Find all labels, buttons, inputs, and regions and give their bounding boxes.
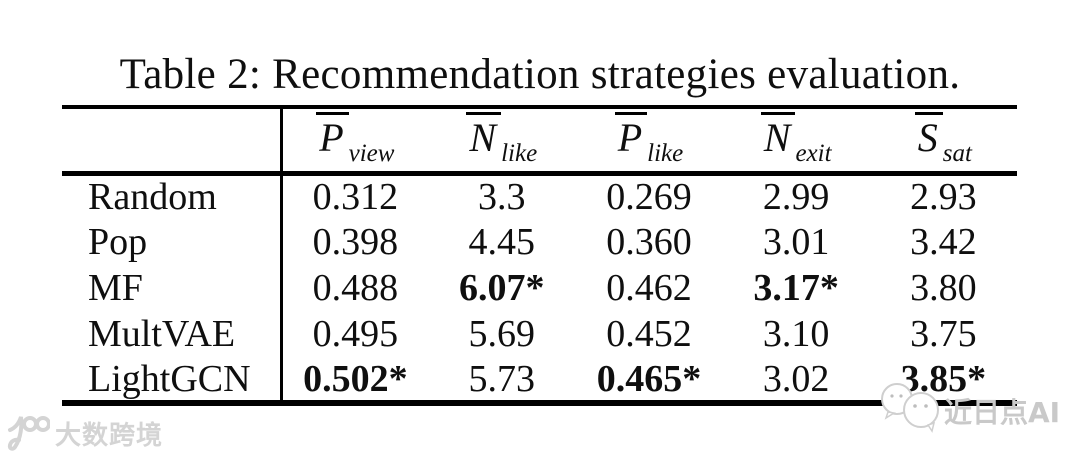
table-row: Random 0.312 3.3 0.269 2.99 2.93 [62, 173, 1017, 219]
hundred-logo-icon [4, 414, 50, 452]
overline-symbol: N [760, 111, 796, 158]
table-cell: 0.452 [606, 313, 692, 355]
overline-symbol: S [914, 111, 943, 158]
table-cell: 3.3 [478, 176, 526, 219]
table-caption: Table 2: Recommendation strategies evalu… [119, 51, 961, 98]
row-label: Random [88, 176, 217, 219]
table-cell: 0.312 [279, 173, 429, 219]
table-cell: 0.465* [575, 357, 723, 406]
table-cell: 0.462 [606, 267, 692, 309]
table-row: MF 0.488 6.07* 0.462 3.17* 3.80 [62, 265, 1017, 311]
header-subscript: view [348, 139, 395, 167]
watermark-left-text: 大数跨境 [55, 420, 164, 451]
table-cell: 4.45 [468, 221, 536, 263]
row-label: MF [88, 267, 143, 309]
table-cell: 6.07* [459, 267, 545, 309]
table-cell: 5.69 [468, 313, 536, 355]
header-subscript: exit [795, 139, 832, 167]
table-cell: 3.80 [910, 267, 977, 309]
watermark-right-text: 近日点AI [944, 396, 1061, 429]
table-cell: 0.488 [279, 265, 429, 311]
table-row: MultVAE 0.495 5.69 0.452 3.10 3.75 [62, 311, 1017, 357]
row-label: MultVAE [88, 313, 236, 355]
table-cell: 5.73 [428, 357, 576, 406]
table-cell: 3.42 [910, 221, 977, 263]
table-cell: 0.360 [606, 221, 692, 263]
watermark-left: 大数跨境 [4, 414, 163, 452]
table-cell: 0.495 [279, 311, 429, 357]
table-cell: 0.502* [279, 357, 429, 406]
table-row: Pop 0.398 4.45 0.360 3.01 3.42 [62, 219, 1017, 265]
row-label: Pop [88, 221, 148, 263]
row-label: LightGCN [62, 357, 281, 406]
table-cell: 3.75 [910, 313, 977, 355]
table-row: LightGCN 0.502* 5.73 0.465* 3.02 3.85* [62, 357, 1017, 406]
table-cell: 3.17* [753, 267, 839, 309]
table-cell: 2.99 [762, 176, 830, 219]
table-cell: 3.02 [722, 357, 870, 406]
table-cell: 3.10 [762, 313, 830, 355]
table-cell: 0.398 [279, 219, 429, 265]
header-subscript: like [647, 139, 684, 167]
table-cell: 3.01 [762, 221, 830, 263]
header-subscript: like [501, 139, 538, 167]
chat-bubble-faces-icon [876, 381, 950, 433]
table-cell: 2.93 [910, 176, 977, 219]
table-cell: 0.269 [606, 176, 692, 219]
header-subscript: sat [942, 139, 972, 167]
overline-symbol: N [466, 111, 502, 158]
overline-symbol: P [316, 111, 349, 158]
overline-symbol: P [614, 111, 648, 158]
watermark-right: 近日点AI [876, 381, 1060, 433]
header-empty-cell [62, 107, 281, 176]
